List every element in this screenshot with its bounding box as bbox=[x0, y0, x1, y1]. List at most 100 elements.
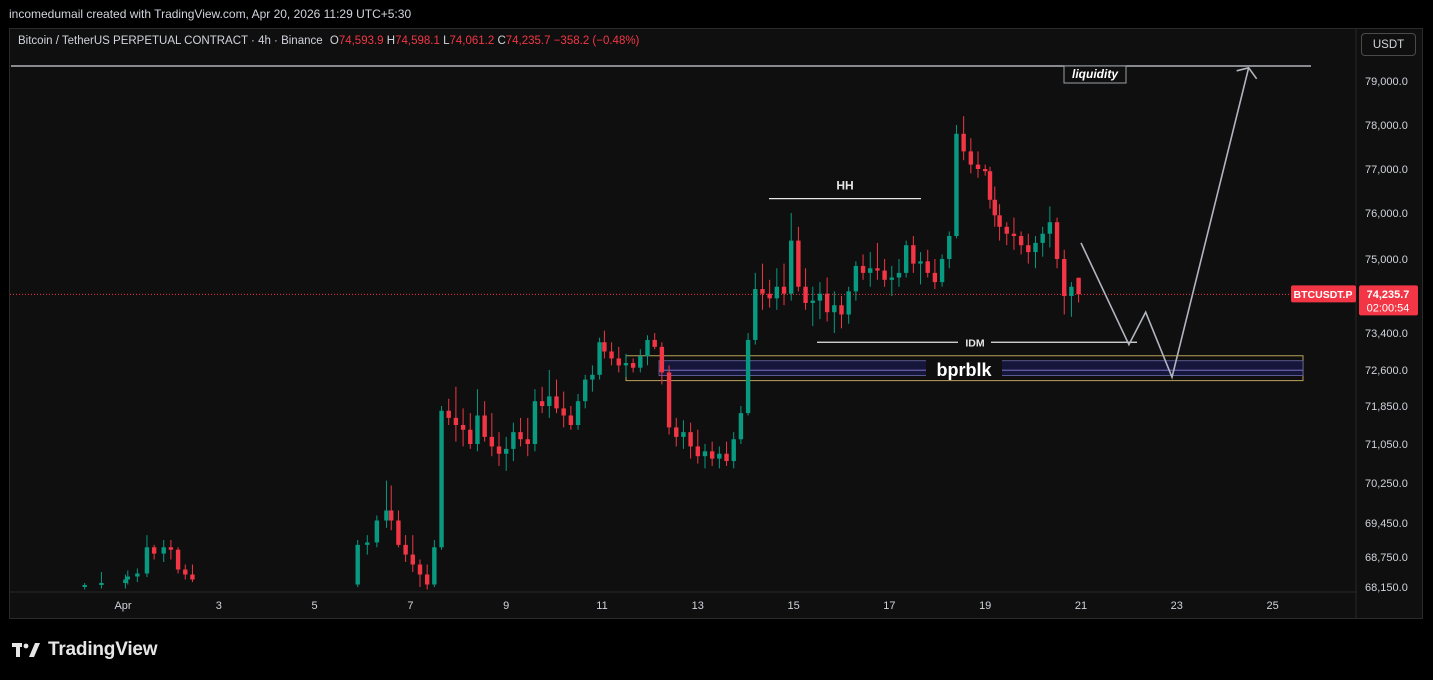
candle-body[interactable] bbox=[439, 410, 444, 548]
candle-body[interactable] bbox=[760, 289, 765, 294]
candle-body[interactable] bbox=[575, 401, 581, 425]
candle-body[interactable] bbox=[583, 379, 588, 402]
candle-body[interactable] bbox=[489, 436, 495, 447]
candle-body[interactable] bbox=[702, 451, 708, 457]
candle-body[interactable] bbox=[1026, 245, 1031, 253]
candle-body[interactable] bbox=[709, 451, 715, 459]
candle-body[interactable] bbox=[547, 396, 552, 406]
candle-body[interactable] bbox=[403, 544, 408, 555]
candle-body[interactable] bbox=[504, 448, 509, 454]
candle-body[interactable] bbox=[896, 272, 902, 278]
candle-body[interactable] bbox=[832, 305, 837, 313]
candle-body[interactable] bbox=[482, 415, 487, 437]
candle-body[interactable] bbox=[987, 171, 993, 200]
candle-body[interactable] bbox=[868, 268, 873, 273]
candle-body[interactable] bbox=[125, 576, 130, 580]
candle-body[interactable] bbox=[659, 346, 665, 373]
candle-body[interactable] bbox=[144, 547, 150, 574]
candle-body[interactable] bbox=[1040, 233, 1045, 243]
candle-body[interactable] bbox=[554, 396, 559, 409]
candle-body[interactable] bbox=[432, 547, 437, 585]
candle-body[interactable] bbox=[975, 164, 981, 169]
candle-body[interactable] bbox=[590, 374, 595, 380]
candle-body[interactable] bbox=[666, 372, 672, 428]
candle-body[interactable] bbox=[839, 305, 844, 315]
candle-body[interactable] bbox=[717, 453, 722, 459]
candle-body[interactable] bbox=[1011, 233, 1017, 236]
candle-body[interactable] bbox=[135, 573, 140, 577]
candle-body[interactable] bbox=[561, 408, 566, 416]
candle-body[interactable] bbox=[374, 520, 380, 543]
candle-body[interactable] bbox=[903, 245, 909, 273]
candle-body[interactable] bbox=[688, 432, 693, 447]
candle-body[interactable] bbox=[882, 270, 887, 280]
candle-body[interactable] bbox=[410, 554, 415, 565]
candle-body[interactable] bbox=[638, 356, 643, 368]
candle-body[interactable] bbox=[389, 510, 394, 521]
candle-body[interactable] bbox=[645, 339, 650, 357]
candle-body[interactable] bbox=[99, 583, 104, 585]
candle-body[interactable] bbox=[738, 413, 744, 440]
candle-body[interactable] bbox=[568, 415, 574, 426]
candle-body[interactable] bbox=[997, 215, 1002, 227]
candle-body[interactable] bbox=[968, 151, 974, 165]
candle-body[interactable] bbox=[992, 199, 997, 216]
candle-body[interactable] bbox=[846, 291, 851, 315]
candle-body[interactable] bbox=[496, 446, 502, 454]
candle-body[interactable] bbox=[817, 293, 823, 301]
candle-body[interactable] bbox=[918, 261, 923, 264]
candle-body[interactable] bbox=[396, 520, 401, 545]
candle-body[interactable] bbox=[947, 236, 952, 259]
candle-body[interactable] bbox=[1047, 222, 1053, 234]
candle-body[interactable] bbox=[446, 410, 451, 418]
candle-body[interactable] bbox=[796, 240, 801, 287]
candle-body[interactable] bbox=[767, 293, 772, 299]
candle-body[interactable] bbox=[961, 133, 966, 152]
candle-body[interactable] bbox=[417, 564, 423, 575]
candle-body[interactable] bbox=[1004, 226, 1009, 234]
candle-body[interactable] bbox=[781, 286, 787, 294]
candle-body[interactable] bbox=[983, 169, 988, 172]
candle-body[interactable] bbox=[453, 417, 459, 425]
candle-body[interactable] bbox=[1018, 236, 1024, 246]
candle-body[interactable] bbox=[1076, 277, 1081, 295]
candle-body[interactable] bbox=[468, 429, 473, 444]
candle-body[interactable] bbox=[123, 579, 128, 584]
candle-body[interactable] bbox=[745, 339, 751, 414]
candle-body[interactable] bbox=[1062, 259, 1067, 296]
candle-body[interactable] bbox=[724, 453, 729, 462]
candle-body[interactable] bbox=[168, 547, 174, 550]
candle-body[interactable] bbox=[384, 510, 389, 521]
candle-body[interactable] bbox=[939, 259, 945, 283]
candle-body[interactable] bbox=[525, 439, 530, 444]
candle-body[interactable] bbox=[1033, 242, 1038, 253]
candle-body[interactable] bbox=[681, 432, 686, 437]
candle-body[interactable] bbox=[803, 286, 808, 303]
candle-body[interactable] bbox=[460, 425, 466, 430]
candle-body[interactable] bbox=[753, 289, 758, 340]
candle-body[interactable] bbox=[175, 549, 181, 570]
candle-body[interactable] bbox=[674, 427, 679, 437]
candle-body[interactable] bbox=[774, 286, 780, 299]
candle-body[interactable] bbox=[932, 272, 938, 283]
candle-body[interactable] bbox=[511, 432, 516, 449]
candle-body[interactable] bbox=[789, 240, 794, 294]
candle-body[interactable] bbox=[925, 261, 930, 273]
candle-body[interactable] bbox=[1069, 286, 1074, 296]
candle-body[interactable] bbox=[151, 547, 157, 554]
candle-body[interactable] bbox=[623, 363, 629, 366]
candle-body[interactable] bbox=[539, 401, 545, 406]
candle-body[interactable] bbox=[731, 439, 736, 462]
candle-body[interactable] bbox=[183, 569, 188, 575]
candle-body[interactable] bbox=[1054, 222, 1060, 259]
candle-body[interactable] bbox=[853, 265, 859, 292]
candle-body[interactable] bbox=[365, 542, 370, 545]
candle-body[interactable] bbox=[475, 415, 480, 445]
candle-body[interactable] bbox=[824, 293, 830, 313]
candle-body[interactable] bbox=[860, 265, 866, 273]
candle-body[interactable] bbox=[954, 133, 959, 236]
candle-body[interactable] bbox=[810, 300, 815, 303]
candle-body[interactable] bbox=[875, 268, 880, 271]
candle-body[interactable] bbox=[616, 358, 621, 366]
